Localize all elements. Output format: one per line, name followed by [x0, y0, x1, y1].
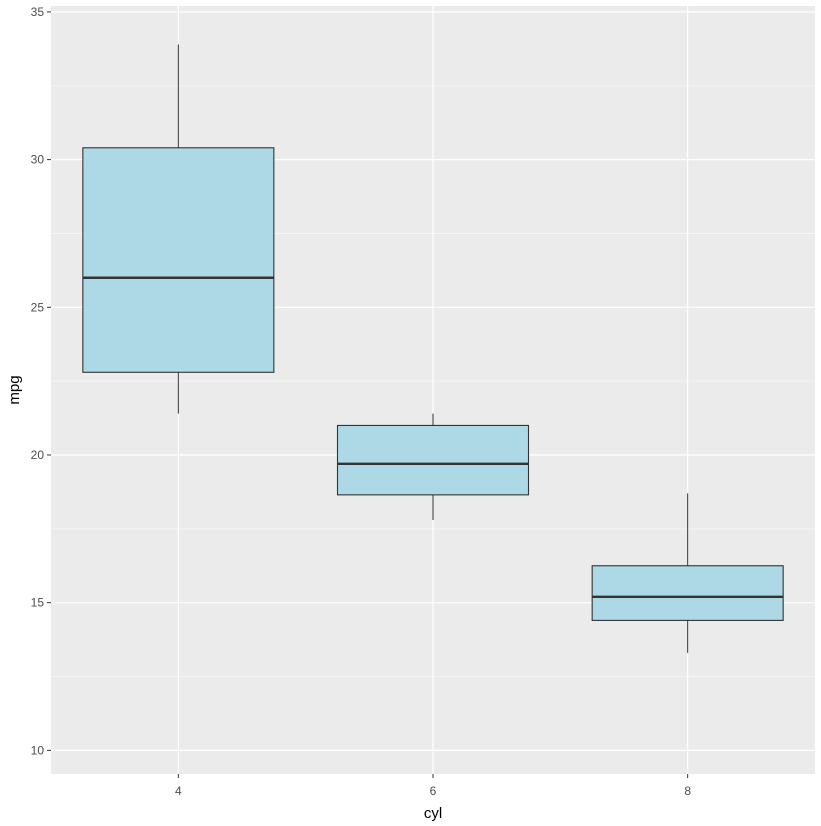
x-axis-title: cyl: [424, 805, 442, 822]
box-iqr: [82, 147, 275, 373]
box-4: [82, 44, 275, 414]
box-iqr: [591, 565, 784, 621]
y-tick-label: 20: [31, 448, 45, 462]
x-axis-ticks: 4 6 8: [175, 774, 691, 798]
y-axis-ticks: 10 15 20 25 30 35: [31, 5, 51, 757]
x-tick-label: 4: [175, 784, 182, 798]
y-tick-label: 25: [31, 300, 45, 314]
box-series: [82, 44, 784, 653]
y-tick-label: 10: [31, 743, 45, 757]
box-8: [591, 493, 784, 653]
x-tick-label: 6: [430, 784, 437, 798]
y-axis-title: mpg: [6, 375, 23, 404]
box-iqr: [336, 424, 530, 496]
x-tick-label: 8: [684, 784, 691, 798]
y-tick-label: 30: [31, 153, 45, 167]
y-tick-label: 15: [31, 596, 45, 610]
box-6: [336, 413, 530, 520]
y-tick-label: 35: [31, 5, 45, 19]
